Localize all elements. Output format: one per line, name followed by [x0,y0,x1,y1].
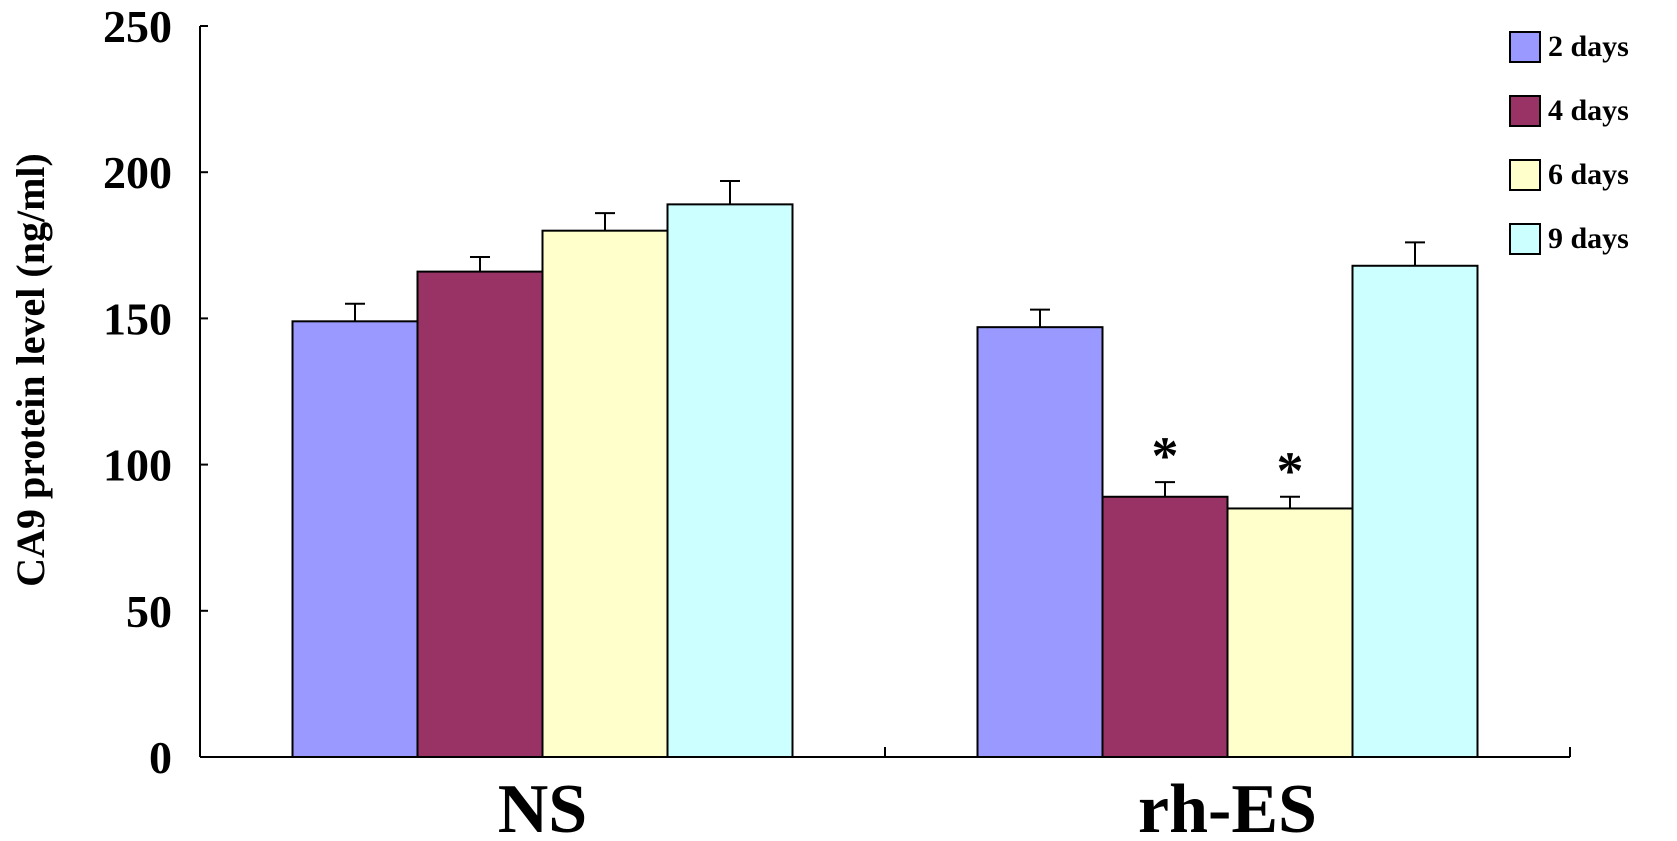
legend-label: 9 days [1548,222,1629,255]
category-labels: NS rh-ES [498,771,1317,841]
y-tick-label: 150 [103,293,172,344]
y-tick-label: 100 [103,440,172,491]
category-label: NS [498,771,587,841]
bar [1351,264,1479,758]
bar [1101,495,1229,758]
bar [1226,507,1354,758]
bar [416,270,544,758]
legend-label: 4 days [1548,94,1629,127]
bars: * * [291,179,1479,758]
y-tick-label: 50 [126,586,172,637]
legend-swatch [1509,95,1541,127]
y-tick-labels: 0 50 100 150 200 250 [103,1,172,783]
category-label: rh-ES [1138,771,1317,841]
bar [291,320,419,758]
legend-swatch [1509,31,1541,63]
legend: 2 days 4 days 6 days 9 days [1509,30,1629,255]
y-tick-label: 250 [103,1,172,52]
bar [976,326,1104,758]
legend-label: 6 days [1548,158,1629,191]
significance-marker: * [1277,441,1304,501]
bar [541,229,669,758]
y-axis-title: CA9 protein level (ng/ml) [8,153,53,587]
y-tick-label: 200 [103,147,172,198]
legend-swatch [1509,223,1541,255]
legend-label: 2 days [1548,30,1629,63]
significance-marker: * [1152,426,1179,486]
bar [666,203,794,758]
y-tick-label: 0 [149,732,172,783]
legend-swatch [1509,159,1541,191]
